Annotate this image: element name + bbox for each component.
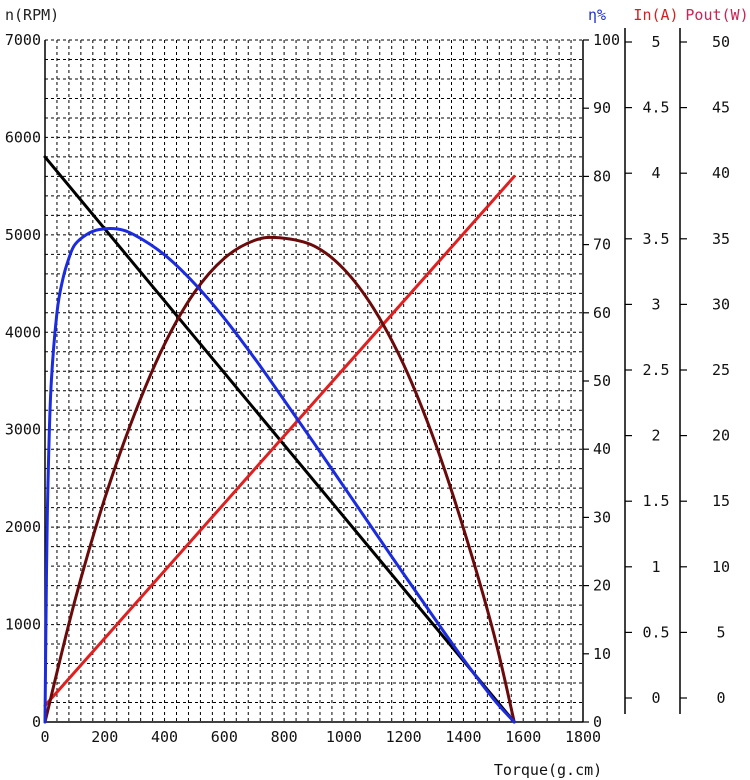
efficiency-axis-title: η% — [588, 6, 606, 24]
power-tick-label: 20 — [712, 427, 730, 445]
efficiency-tick-label: 70 — [593, 236, 611, 254]
current-axis-title: In(A) — [633, 6, 678, 24]
efficiency-tick-label: 100 — [593, 31, 620, 49]
x-tick-label: 1000 — [326, 728, 362, 746]
efficiency-tick-label: 80 — [593, 167, 611, 185]
efficiency-curve — [43, 226, 516, 724]
speed-tick-label: 4000 — [5, 323, 41, 341]
current-tick-label: 5 — [651, 33, 660, 51]
x-tick-label: 800 — [271, 728, 298, 746]
speed-tick-label: 3000 — [5, 421, 41, 439]
speed-tick-label: 2000 — [5, 518, 41, 536]
x-tick-label: 200 — [91, 728, 118, 746]
power-curve — [43, 235, 516, 724]
grid — [44, 39, 584, 723]
current-tick-label: 3.5 — [642, 230, 669, 248]
power-tick-label: 5 — [716, 623, 725, 641]
speed-tick-label: 6000 — [5, 128, 41, 146]
current-tick-label: 3 — [651, 295, 660, 313]
speed-tick-label: 0 — [32, 713, 41, 731]
power-tick-label: 40 — [712, 164, 730, 182]
x-tick-label: 400 — [151, 728, 178, 746]
efficiency-tick-label: 50 — [593, 372, 611, 390]
efficiency-tick-label: 20 — [593, 577, 611, 595]
x-tick-label: 1200 — [386, 728, 422, 746]
x-axis-title: Torque(g.cm) — [494, 761, 602, 779]
power-tick-label: 10 — [712, 558, 730, 576]
efficiency-tick-label: 60 — [593, 304, 611, 322]
x-tick-label: 1600 — [505, 728, 541, 746]
efficiency-tick-label: 40 — [593, 440, 611, 458]
power-axis-title: Pout(W) — [685, 6, 748, 24]
speed-tick-label: 1000 — [5, 616, 41, 634]
efficiency-tick-label: 10 — [593, 645, 611, 663]
current-tick-label: 2 — [651, 427, 660, 445]
current-tick-label: 4 — [651, 164, 660, 182]
speed-tick-label: 5000 — [5, 226, 41, 244]
x-tick-label: 1400 — [445, 728, 481, 746]
current-curve — [43, 174, 516, 708]
labels: 0 200 400 600 800 1000 1200 1400 1600 1800Torque(… — [5, 6, 749, 779]
current-tick-label: 0 — [651, 689, 660, 707]
current-tick-label: 4.5 — [642, 99, 669, 117]
current-tick-label: 0.5 — [642, 623, 669, 641]
efficiency-tick-label: 90 — [593, 99, 611, 117]
x-tick-label: 0 — [40, 728, 49, 746]
axes — [44, 28, 687, 723]
speed-axis-title: n(RPM) — [5, 6, 59, 24]
current-tick-label: 2.5 — [642, 361, 669, 379]
power-tick-label: 30 — [712, 295, 730, 313]
power-tick-label: 45 — [712, 99, 730, 117]
power-tick-label: 15 — [712, 492, 730, 510]
power-tick-label: 35 — [712, 230, 730, 248]
efficiency-tick-label: 0 — [593, 713, 602, 731]
x-tick-label: 600 — [211, 728, 238, 746]
power-tick-label: 25 — [712, 361, 730, 379]
speed-tick-label: 7000 — [5, 31, 41, 49]
x-tick-label: 1800 — [565, 728, 601, 746]
efficiency-tick-label: 30 — [593, 508, 611, 526]
current-tick-label: 1 — [651, 558, 660, 576]
current-tick-label: 1.5 — [642, 492, 669, 510]
power-tick-label: 50 — [712, 33, 730, 51]
power-tick-label: 0 — [716, 689, 725, 707]
series — [43, 155, 516, 724]
